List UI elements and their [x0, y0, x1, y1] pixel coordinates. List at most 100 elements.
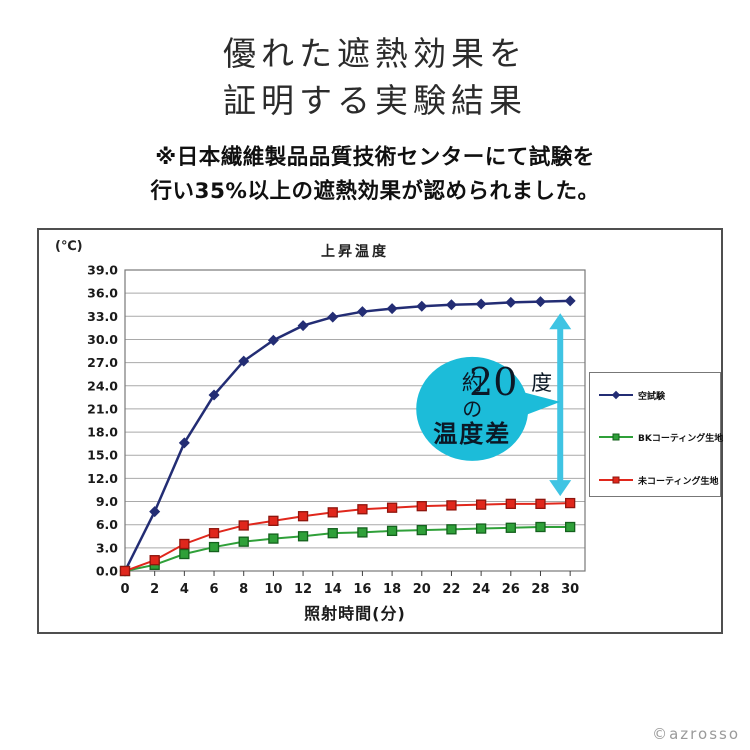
legend-item-bk-coated: BKコーティング生地 — [599, 430, 723, 444]
x-tick-label: 28 — [531, 582, 549, 597]
data-point-square — [386, 502, 398, 513]
data-point-diamond — [178, 437, 190, 449]
data-point-square — [475, 499, 487, 510]
data-point-diamond — [534, 296, 546, 308]
page-title-line-1: 優れた遮熱効果を — [223, 34, 527, 73]
annotation-bubble — [416, 356, 529, 461]
data-point-square — [268, 515, 279, 526]
bubble-text-line-3: 温度差 — [433, 419, 511, 448]
data-point-square — [416, 501, 427, 512]
y-tick-label: 21.0 — [87, 401, 118, 416]
data-point-diamond — [297, 320, 309, 332]
y-tick-label: 36.0 — [87, 286, 118, 301]
data-point-square — [446, 524, 457, 535]
y-tick-label: 39.0 — [87, 263, 118, 278]
data-point-square — [297, 531, 309, 542]
legend-label: BKコーティング生地 — [638, 433, 724, 444]
series-line-1 — [124, 526, 571, 572]
data-point-square — [535, 498, 546, 510]
data-point-square — [149, 555, 160, 566]
page-title: 優れた遮熱効果を 証明する実験結果 — [0, 30, 750, 124]
data-point-square — [386, 525, 398, 537]
data-point-diamond — [327, 311, 339, 323]
data-point-square — [208, 528, 220, 539]
data-point-square — [505, 498, 516, 510]
data-point-square — [327, 507, 338, 518]
bubble-pointer — [518, 390, 561, 418]
x-tick-label: 26 — [502, 582, 520, 597]
y-tick-label: 30.0 — [87, 332, 118, 347]
page-subtitle-line-1: ※日本繊維製品品質技術センターにて試験を — [155, 145, 595, 170]
x-tick-label: 2 — [150, 582, 159, 597]
x-tick-label: 4 — [180, 582, 189, 597]
data-point-diamond — [564, 295, 576, 307]
data-point-square — [208, 541, 220, 553]
x-tick-label: 18 — [383, 582, 401, 597]
page-subtitle: ※日本繊維製品品質技術センターにて試験を 行い35%以上の遮熱効果が認められまし… — [0, 141, 750, 209]
plot-border — [124, 269, 586, 572]
temperature-chart: 0.0 3.0 6.0 9.0 12.0 15.0 18.0 21.0 24.0 27.0 30.0… — [37, 228, 723, 634]
data-point-diamond — [356, 306, 368, 318]
x-tick-label: 14 — [324, 582, 342, 597]
data-point-square — [268, 533, 279, 544]
y-tick-label: 3.0 — [96, 540, 118, 555]
data-point-square — [297, 511, 309, 522]
data-point-square — [327, 528, 338, 539]
y-tick-label: 24.0 — [87, 378, 118, 393]
data-point-diamond — [386, 303, 398, 315]
series-line-2 — [124, 502, 571, 572]
bubble-text-line-1: 約20 度 — [462, 360, 552, 404]
x-tick-label: 22 — [442, 582, 460, 597]
square-marker-icon — [612, 476, 620, 484]
data-point-diamond — [416, 300, 428, 312]
data-point-square — [179, 548, 190, 560]
x-tick-label: 16 — [353, 582, 371, 597]
y-tick-label: 12.0 — [87, 471, 118, 486]
data-point-square — [565, 521, 576, 533]
chart-title: 上昇温度 — [321, 244, 389, 260]
x-tick-label: 20 — [413, 582, 431, 597]
data-point-square — [119, 565, 131, 577]
data-point-square — [179, 538, 190, 550]
data-point-square — [535, 521, 546, 533]
series-line-0 — [123, 299, 571, 572]
data-point-diamond — [149, 506, 161, 518]
data-point-square — [475, 523, 487, 534]
data-point-diamond — [238, 355, 250, 367]
legend-label: 未コーティング生地 — [638, 476, 719, 487]
data-point-square — [357, 527, 368, 538]
legend-item-blank-test: 空試験 — [599, 388, 665, 402]
y-axis-unit-label: (℃) — [55, 239, 83, 254]
chart-legend: 空試験 BKコーティング生地 未コーティング生地 — [589, 372, 723, 497]
legend-line-sample — [599, 433, 633, 441]
x-tick-label: 8 — [239, 582, 248, 597]
data-point-diamond — [505, 296, 517, 308]
data-point-square — [505, 522, 516, 533]
data-point-diamond — [208, 389, 220, 401]
x-tick-label: 30 — [561, 582, 579, 597]
arrow-down-icon — [549, 480, 572, 497]
legend-line-sample — [599, 390, 633, 400]
y-tick-label: 27.0 — [87, 355, 118, 370]
legend-line-sample — [599, 476, 633, 484]
y-tick-label: 18.0 — [87, 425, 118, 440]
x-tick-label: 24 — [472, 582, 490, 597]
copyright-watermark: ©azrosso — [652, 725, 740, 743]
page-title-line-2: 証明する実験結果 — [223, 81, 527, 120]
data-point-square — [416, 524, 427, 536]
data-point-square — [565, 497, 576, 509]
data-point-diamond — [445, 299, 457, 311]
y-tick-label: 9.0 — [96, 494, 118, 509]
y-tick-label: 33.0 — [87, 309, 118, 324]
data-point-square — [238, 536, 249, 547]
x-tick-label: 12 — [294, 582, 312, 597]
x-tick-label: 10 — [264, 582, 282, 597]
page-subtitle-line-2: 行い35%以上の遮熱効果が認められました。 — [150, 179, 600, 204]
data-point-square — [238, 520, 249, 531]
data-point-square — [357, 504, 368, 515]
data-point-square — [446, 500, 457, 511]
y-tick-label: 15.0 — [87, 448, 118, 463]
data-point-diamond — [475, 298, 487, 310]
data-point-diamond — [267, 334, 279, 346]
